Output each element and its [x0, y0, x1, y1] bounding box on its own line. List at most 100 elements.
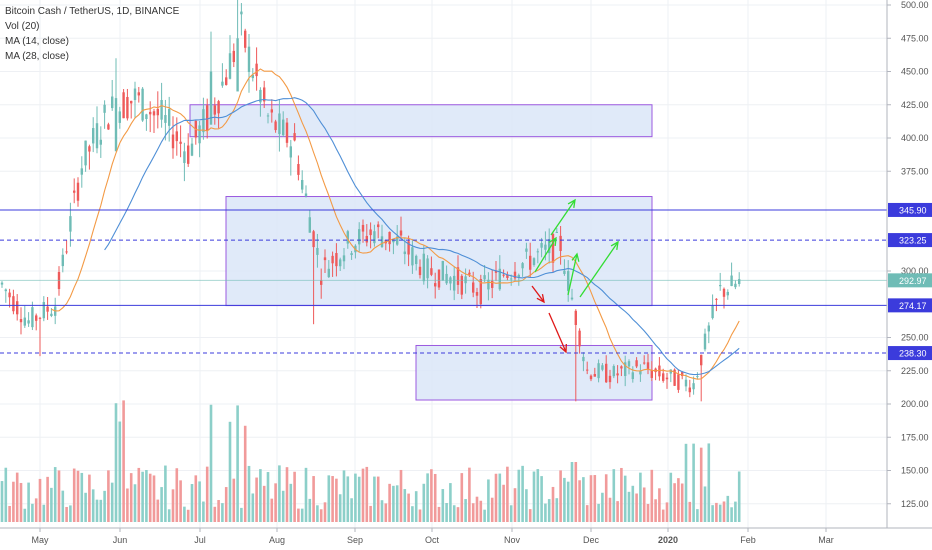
- volume-bar: [323, 502, 327, 522]
- time-tick-label: Feb: [740, 535, 756, 545]
- volume-bar: [156, 499, 160, 522]
- candle-body: [510, 278, 513, 280]
- time-tick-label: Oct: [425, 535, 440, 545]
- candle-body: [259, 89, 262, 103]
- volume-bar: [521, 465, 524, 522]
- price-level-label: 323.25: [899, 236, 927, 246]
- candle-body: [734, 283, 737, 288]
- candle-body: [168, 108, 171, 126]
- candle-body: [369, 229, 372, 236]
- candle-body: [506, 274, 509, 278]
- candle-body: [297, 164, 300, 175]
- time-tick-label: Nov: [504, 535, 521, 545]
- candle-body: [225, 77, 228, 85]
- candle-body: [16, 301, 19, 315]
- legend-ma14[interactable]: MA (14, close): [5, 36, 69, 47]
- candle-body: [441, 261, 444, 281]
- candle-body: [662, 373, 665, 381]
- time-axis: [0, 528, 932, 550]
- volume-bar: [297, 508, 300, 522]
- candle-body: [95, 123, 99, 149]
- volume-bar: [346, 476, 350, 522]
- volume-bar: [27, 482, 30, 522]
- candle-body: [80, 168, 83, 175]
- volume-bar: [319, 509, 323, 522]
- volume-bar: [677, 478, 680, 522]
- price-tick-label: 500.00: [901, 0, 929, 10]
- candle-body: [251, 74, 254, 79]
- price-level-label-bg: [888, 346, 932, 361]
- candle-body: [418, 266, 422, 276]
- candle-body: [308, 217, 311, 233]
- volume-bar: [737, 471, 741, 522]
- volume-bar: [570, 462, 574, 522]
- candle-body: [190, 143, 194, 156]
- volume-bar: [148, 473, 152, 522]
- candle-body: [711, 305, 714, 319]
- candle-body: [688, 387, 691, 393]
- volume-bar: [110, 482, 114, 522]
- volume-bar: [205, 466, 209, 522]
- candle-body: [692, 383, 695, 390]
- volume-bar: [566, 481, 570, 522]
- legend-ma28[interactable]: MA (28, close): [5, 51, 69, 62]
- volume-bar: [506, 466, 509, 522]
- volume-bar: [194, 475, 198, 522]
- candle-body: [278, 113, 281, 135]
- volume-bar: [103, 490, 106, 522]
- candle-body: [392, 239, 395, 243]
- candle-body: [23, 317, 26, 326]
- candle-body: [627, 361, 631, 367]
- candle-body: [380, 236, 384, 247]
- volume-bar: [129, 473, 133, 522]
- candle-body: [468, 272, 471, 275]
- candle-body: [282, 119, 285, 136]
- volume-bar: [251, 493, 255, 522]
- candle-body: [130, 100, 133, 104]
- candle-body: [593, 374, 596, 377]
- volume-bar: [483, 509, 486, 522]
- arrow-head: [548, 236, 557, 247]
- candle-body: [422, 253, 425, 282]
- volume-bar: [475, 496, 479, 522]
- candle-body: [373, 231, 376, 244]
- volume-bar: [160, 487, 163, 522]
- time-tick-label: Dec: [583, 535, 600, 545]
- volume-bar: [650, 469, 654, 522]
- candle-body: [578, 330, 581, 347]
- volume-bar: [335, 478, 338, 522]
- volume-bar: [718, 504, 722, 522]
- volume-bar: [338, 494, 342, 522]
- volume-bar: [604, 474, 608, 522]
- volume-bar: [460, 473, 464, 522]
- candle-body: [475, 292, 479, 296]
- volume-bar: [468, 467, 471, 522]
- volume-bar: [137, 467, 141, 522]
- candle-body: [46, 306, 49, 312]
- volume-bar: [12, 481, 15, 522]
- candle-body: [73, 190, 76, 193]
- volume-bar: [213, 506, 217, 522]
- price-tick-label: 425.00: [901, 100, 929, 110]
- volume-bar: [69, 505, 72, 522]
- volume-bar: [692, 443, 695, 522]
- candle-body: [61, 254, 64, 267]
- candle-body: [304, 193, 308, 196]
- volume-bar: [42, 504, 46, 522]
- volume-bar: [240, 507, 243, 522]
- legend-title[interactable]: Bitcoin Cash / TetherUS, 1D, BINANCE: [5, 6, 180, 17]
- volume-bar: [118, 421, 122, 522]
- volume-bar: [76, 470, 80, 522]
- candle-body: [681, 372, 684, 377]
- price-tick-label: 225.00: [901, 366, 929, 376]
- volume-bar: [316, 505, 319, 522]
- candle-body: [202, 109, 205, 133]
- volume-bar: [373, 476, 376, 522]
- volume-bar: [114, 403, 118, 522]
- candle-body: [361, 224, 365, 232]
- projection-arrow: [534, 237, 557, 273]
- volume-bar: [441, 489, 445, 522]
- legend-volume[interactable]: Vol (20): [5, 21, 40, 32]
- candle-body: [540, 243, 543, 248]
